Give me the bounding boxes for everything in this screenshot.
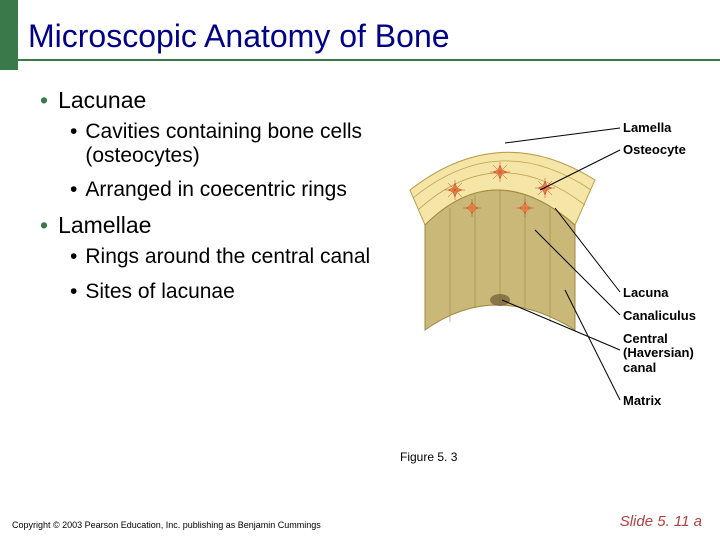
slide-number: Slide 5. 11 a	[620, 513, 702, 530]
bullet-rings: Rings around the central canal	[70, 245, 380, 269]
bone-diagram: Lamella Osteocyte Lacuna Canaliculus Cen…	[380, 100, 710, 430]
bullet-text: Sites of lacunae	[85, 280, 234, 304]
label-matrix: Matrix	[623, 393, 661, 408]
bullet-cavities: Cavities containing bone cells (osteocyt…	[70, 120, 380, 168]
bullet-text: Lamellae	[58, 212, 151, 239]
copyright-footer: Copyright © 2003 Pearson Education, Inc.…	[12, 520, 321, 530]
bullet-text: Arranged in coecentric rings	[85, 178, 346, 202]
bullet-text: Lacunae	[58, 87, 146, 114]
title-underline	[0, 59, 720, 61]
label-lacuna: Lacuna	[623, 285, 669, 300]
label-lamella: Lamella	[623, 120, 671, 135]
label-canaliculus: Canaliculus	[623, 308, 696, 323]
accent-block	[0, 0, 18, 70]
bullet-text: Rings around the central canal	[85, 245, 370, 269]
bullet-sites: Sites of lacunae	[70, 280, 380, 304]
title-bar: Microscopic Anatomy of Bone	[0, 0, 720, 69]
slide-title: Microscopic Anatomy of Bone	[28, 18, 720, 55]
bullet-text: Cavities containing bone cells (osteocyt…	[85, 120, 380, 168]
bullet-arranged: Arranged in coecentric rings	[70, 178, 380, 202]
figure-caption: Figure 5. 3	[400, 450, 457, 464]
label-central-canal: Central (Haversian) canal	[623, 332, 703, 375]
label-osteocyte: Osteocyte	[623, 142, 686, 157]
